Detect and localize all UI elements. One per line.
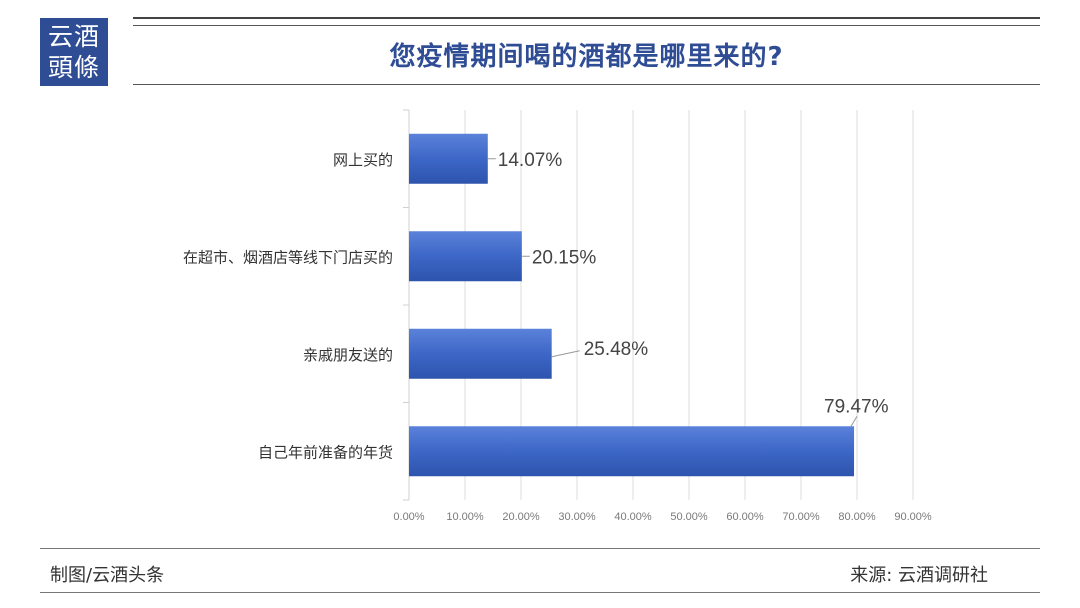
x-tick-label: 50.00% xyxy=(670,511,708,523)
data-label: 25.48% xyxy=(584,339,649,360)
x-tick-label: 0.00% xyxy=(393,511,424,523)
data-label-leader xyxy=(850,415,858,427)
logo-line-1: 云酒 xyxy=(47,22,100,51)
x-tick-label: 30.00% xyxy=(558,511,596,523)
x-tick-label: 20.00% xyxy=(502,511,540,523)
category-label: 在超市、烟酒店等线下门店买的 xyxy=(183,248,393,266)
logo: 云酒 頭條 xyxy=(40,18,108,86)
header-rule-second xyxy=(133,25,1040,26)
bar xyxy=(409,133,488,184)
x-tick-label: 60.00% xyxy=(726,511,764,523)
bar xyxy=(409,328,552,379)
x-tick-label: 80.00% xyxy=(838,511,876,523)
x-tick-label: 40.00% xyxy=(614,511,652,523)
data-label-leader xyxy=(551,350,580,358)
bar xyxy=(409,231,522,282)
category-label: 自己年前准备的年货 xyxy=(258,443,393,461)
data-label: 14.07% xyxy=(498,150,563,171)
header-rule-bottom xyxy=(133,84,1040,85)
x-tick-label: 90.00% xyxy=(894,511,932,523)
footer-rule-bottom xyxy=(40,592,1040,593)
data-label: 20.15% xyxy=(532,247,597,268)
chart-title: 您疫情期间喝的酒都是哪里来的? xyxy=(389,42,784,72)
bar-chart: 0.00% 10.00% 20.00% 30.00% 40.00% 50.00% 60.00… xyxy=(183,109,932,523)
x-tick-label: 70.00% xyxy=(782,511,820,523)
bar xyxy=(409,426,855,477)
header-rule-top xyxy=(133,17,1040,19)
data-label: 79.47% xyxy=(824,396,889,417)
category-label: 亲戚朋友送的 xyxy=(303,346,393,364)
logo-line-2: 頭條 xyxy=(47,53,100,82)
footer-rule-top xyxy=(40,548,1040,549)
x-tick-label: 10.00% xyxy=(446,511,484,523)
footer-source: 来源: 云酒调研社 xyxy=(850,565,988,586)
footer-credit: 制图/云酒头条 xyxy=(50,565,165,586)
category-label: 网上买的 xyxy=(333,151,393,169)
